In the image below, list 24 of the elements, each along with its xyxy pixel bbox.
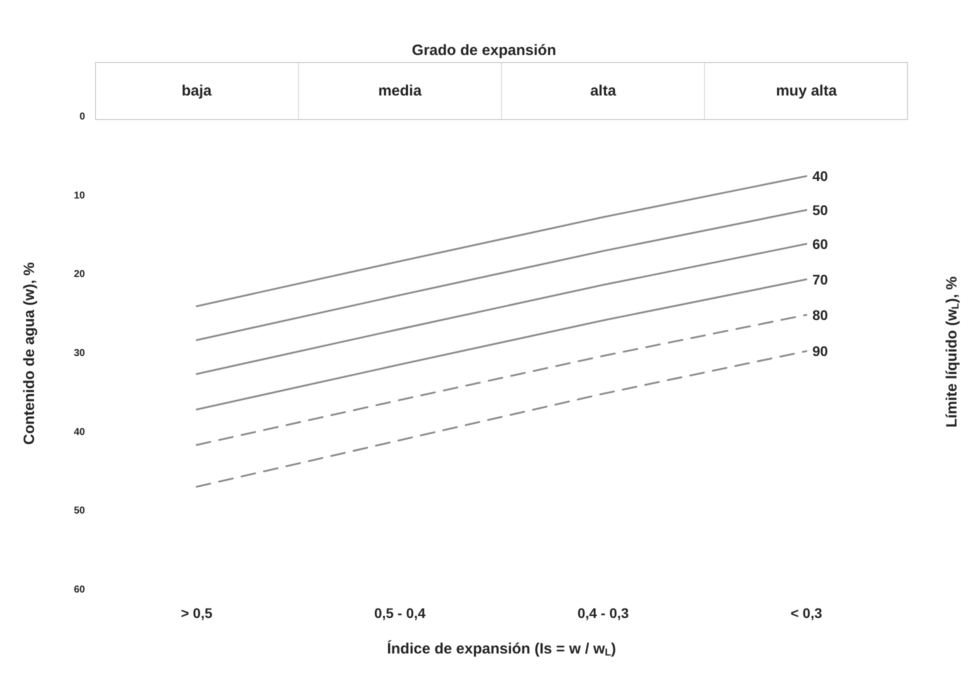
y2-axis-title: Límite líquido (wL), % xyxy=(944,276,962,428)
y-tick-label: 60 xyxy=(74,584,86,596)
x-tick-label: < 0,3 xyxy=(790,605,822,621)
text: alta xyxy=(590,82,617,100)
series-label: 60 xyxy=(812,236,828,252)
x-tick-label: 0,4 - 0,3 xyxy=(577,605,630,621)
y-axis-title: Contenido de agua (w), % xyxy=(21,262,38,445)
series-label: 50 xyxy=(812,202,828,218)
text: baja xyxy=(182,82,212,100)
x-tick-label: > 0,5 xyxy=(180,605,213,621)
chart-title: Grado de expansión xyxy=(412,42,556,59)
text: media xyxy=(378,82,422,100)
y-tick-label: 0 xyxy=(79,112,86,122)
text: muy alta xyxy=(776,82,838,100)
y-tick-label: 20 xyxy=(74,269,86,280)
y-tick-label: 10 xyxy=(74,190,86,202)
series-label: 40 xyxy=(812,168,828,184)
series-label: 90 xyxy=(812,343,828,360)
y-tick-label: 40 xyxy=(74,426,86,438)
y-tick-label: 30 xyxy=(74,348,86,359)
series-label: 70 xyxy=(812,271,828,288)
y-tick-label: 50 xyxy=(74,506,86,517)
x-tick-label: 0,5 - 0,4 xyxy=(374,605,426,621)
series-label: 80 xyxy=(812,306,828,323)
